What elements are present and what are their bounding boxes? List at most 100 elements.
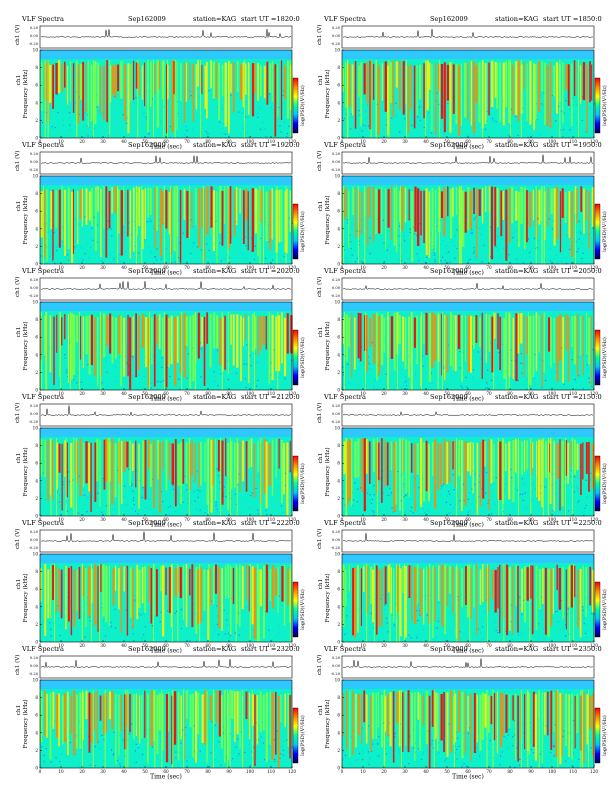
x-tick-label: 100 — [548, 391, 556, 396]
panel-title-station: station=KAG — [193, 393, 237, 401]
y-axis-label: Frequency (kHz) — [22, 573, 29, 622]
x-tick-label: 0 — [39, 139, 42, 144]
y-tick-label: 4 — [35, 226, 38, 231]
x-tick-label: 50 — [142, 391, 148, 396]
panel-title-station: station=KAG — [193, 141, 237, 149]
spectra-panel: VLF Spectra Sep162009 station=KAG start UT … — [8, 518, 308, 655]
y-axis-label: Frequency (kHz) — [324, 699, 331, 748]
waveform-ylabel: ch1 (V) — [14, 25, 21, 45]
x-tick-label: 50 — [444, 139, 450, 144]
x-tick-label: 80 — [205, 391, 211, 396]
colorbar — [594, 581, 601, 638]
x-tick-label: 110 — [569, 769, 577, 774]
waveform-ylabel: ch1 (V) — [14, 151, 21, 171]
x-tick-label: 0 — [39, 265, 42, 270]
x-tick-label: 0 — [341, 391, 344, 396]
spectrogram-top-band — [342, 302, 594, 311]
x-tick-label: 80 — [507, 391, 513, 396]
y-tick-label: 8 — [337, 191, 340, 196]
waveform-tick-label: 0.20 — [332, 656, 341, 660]
y-tick-label: 10 — [335, 552, 341, 557]
spectrogram-top-band — [342, 554, 594, 563]
panel-title-start: start UT =1920:0 — [241, 141, 300, 149]
y-axis-label: Frequency (kHz) — [22, 699, 29, 748]
y-tick-label: 8 — [337, 65, 340, 70]
x-axis-label: Time (sec) — [150, 648, 182, 655]
x-tick-label: 50 — [444, 265, 450, 270]
x-tick-label: 110 — [267, 265, 275, 270]
waveform-tick-label: 0.20 — [332, 278, 341, 282]
panel-title-date: Sep162009 — [430, 393, 468, 401]
x-tick-label: 50 — [142, 139, 148, 144]
x-axis-label: Time (sec) — [452, 396, 484, 403]
y-tick-label: 10 — [335, 174, 341, 179]
waveform-ylabel: ch1 (V) — [14, 529, 21, 549]
x-axis-label: Time (sec) — [452, 144, 484, 151]
spectrogram-top-band — [342, 176, 594, 185]
panel-title-name: VLF Spectra — [324, 15, 366, 23]
x-tick-label: 20 — [79, 769, 85, 774]
x-tick-label: 20 — [79, 517, 85, 522]
waveform-tick-label: 0.00 — [332, 160, 341, 164]
y-tick-label: 0 — [35, 262, 38, 267]
x-tick-label: 80 — [507, 643, 513, 648]
x-tick-label: 90 — [528, 643, 534, 648]
y-tick-label: 6 — [35, 461, 38, 466]
y-axis-label: Frequency (kHz) — [324, 447, 331, 496]
waveform-frame — [39, 277, 293, 301]
spectra-panel: VLF Spectra Sep162009 station=KAG start UT … — [310, 644, 610, 781]
y-tick-label: 0 — [35, 640, 38, 645]
y-tick-label: 10 — [335, 678, 341, 683]
panel-title-name: VLF Spectra — [324, 141, 366, 149]
y-tick-label: 10 — [33, 48, 39, 53]
x-tick-label: 100 — [548, 139, 556, 144]
y-axis-label: Frequency (kHz) — [22, 447, 29, 496]
y-tick-label: 4 — [337, 478, 340, 483]
y-tick-label: 0 — [35, 766, 38, 771]
x-tick-label: 30 — [402, 391, 408, 396]
x-tick-label: 20 — [381, 643, 387, 648]
colorbar — [292, 77, 299, 134]
panel-title-station: station=KAG — [495, 519, 539, 527]
spectrogram-top-band — [342, 428, 594, 437]
spectrogram-top-band — [342, 680, 594, 689]
x-tick-label: 20 — [381, 517, 387, 522]
waveform-tick-label: 0.20 — [30, 152, 39, 156]
x-tick-label: 60 — [465, 643, 471, 648]
waveform-trace — [40, 29, 292, 38]
waveform-ylabel: ch1 (V) — [316, 25, 323, 45]
y-tick-label: 2 — [337, 118, 340, 123]
y-tick-label: 6 — [35, 83, 38, 88]
x-tick-label: 90 — [528, 139, 534, 144]
x-tick-label: 110 — [267, 139, 275, 144]
y-tick-label: 0 — [337, 640, 340, 645]
waveform-tick-label: -0.20 — [29, 168, 39, 172]
x-tick-label: 40 — [423, 391, 429, 396]
waveform-tick-label: 0.00 — [332, 664, 341, 668]
x-tick-label: 60 — [465, 139, 471, 144]
panel-title-name: VLF Spectra — [22, 393, 64, 401]
y-tick-label: 4 — [337, 100, 340, 105]
spectra-panel: VLF Spectra Sep162009 station=KAG start UT … — [8, 392, 308, 529]
y-tick-label: 4 — [35, 352, 38, 357]
waveform-tick-label: 0.00 — [332, 538, 341, 542]
x-tick-label: 60 — [163, 643, 169, 648]
x-tick-label: 90 — [528, 391, 534, 396]
panel-title-station: station=KAG — [495, 645, 539, 653]
x-tick-label: 80 — [507, 517, 513, 522]
x-tick-label: 100 — [548, 517, 556, 522]
waveform-tick-label: -0.20 — [331, 546, 341, 550]
x-tick-label: 120 — [590, 769, 598, 774]
y-tick-label: 10 — [33, 552, 39, 557]
x-tick-label: 30 — [100, 391, 106, 396]
y-tick-label: 6 — [35, 587, 38, 592]
x-tick-label: 50 — [444, 769, 450, 774]
colorbar-label: log(PSD)(V²/Hz) — [601, 85, 608, 126]
x-tick-label: 10 — [360, 769, 366, 774]
y-tick-label: 2 — [337, 622, 340, 627]
x-tick-label: 110 — [569, 643, 577, 648]
x-tick-label: 120 — [288, 643, 296, 648]
panel-title-start: start UT =1950:0 — [543, 141, 602, 149]
